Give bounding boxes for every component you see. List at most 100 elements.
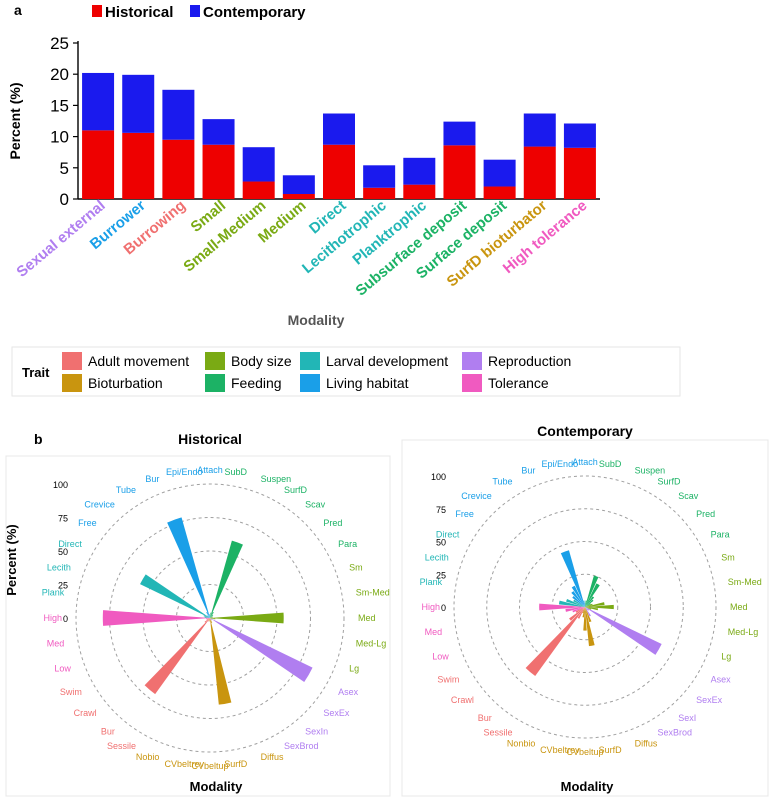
- polar-category-label: Direct: [58, 539, 82, 549]
- bar-contemporary: [443, 122, 475, 146]
- y-tick-label: 20: [50, 65, 69, 84]
- polar-category-label: Bur: [478, 713, 492, 723]
- polar-category-label: Bur: [521, 466, 535, 476]
- bar-chart-xlabel: Modality: [288, 312, 345, 328]
- bar-contemporary: [403, 158, 435, 185]
- bar-chart-category-labels: Sexual externalBurrowerBurrowingSmallSma…: [13, 197, 590, 300]
- trait-legend-label: Adult movement: [88, 353, 189, 369]
- legend-label-historical: Historical: [105, 4, 173, 21]
- trait-swatch: [300, 352, 320, 370]
- polar-category-label: Sm: [349, 562, 363, 572]
- polar-category-label: Med: [425, 627, 443, 637]
- polar-category-label: Suspen: [635, 466, 666, 476]
- bar-historical: [363, 188, 395, 199]
- bar-contemporary: [484, 160, 516, 187]
- polar-category-label: Crawl: [451, 695, 474, 705]
- polar-title: Contemporary: [537, 423, 633, 439]
- polar-category-label: Swim: [60, 687, 82, 697]
- polar-category-label: Plank: [42, 587, 65, 597]
- polar-category-label: Swim: [437, 675, 459, 685]
- polar-ylabel: Percent (%): [4, 524, 19, 596]
- trait-swatch: [205, 374, 225, 392]
- polar-category-label: Plank: [420, 577, 443, 587]
- trait-swatch: [62, 374, 82, 392]
- radial-tick-label: 75: [436, 505, 446, 515]
- polar-bar: [585, 607, 595, 646]
- polar-category-label: Med-Lg: [728, 627, 759, 637]
- polar-category-label: Pred: [323, 518, 342, 528]
- polar-category-label: Direct: [436, 530, 460, 540]
- polar-category-label: Epi/Endo: [542, 459, 579, 469]
- y-tick-label: 0: [60, 190, 69, 209]
- bar-historical: [162, 140, 194, 199]
- bar-historical: [323, 145, 355, 199]
- polar-category-label: SurfD: [284, 485, 308, 495]
- series-legend: Historical Contemporary: [92, 4, 306, 21]
- y-axis-label: Percent (%): [7, 82, 23, 159]
- polar-category-label: Med: [47, 639, 65, 649]
- polar-bar: [210, 541, 243, 618]
- polar-bar: [210, 618, 231, 705]
- radial-tick-label: 75: [58, 514, 68, 524]
- bar-historical: [403, 185, 435, 199]
- polar-category-label: Bur: [145, 474, 159, 484]
- polar-category-label: Bur: [101, 726, 115, 736]
- polar-category-label: Lg: [721, 652, 731, 662]
- radial-tick-label: 0: [63, 614, 68, 624]
- bar-contemporary: [524, 114, 556, 147]
- polar-category-label: Asex: [338, 687, 359, 697]
- polar-category-label: Med-Lg: [356, 639, 387, 649]
- bar-historical: [564, 148, 596, 199]
- polar-category-label: High: [43, 613, 62, 623]
- polar-category-label: Med: [730, 602, 748, 612]
- contemporary-xlabel: Modality: [561, 779, 614, 794]
- polar-bar: [585, 575, 598, 607]
- polar-category-label: Pred: [696, 509, 715, 519]
- polar-category-label: Tube: [492, 476, 512, 486]
- panel-a-label: a: [14, 2, 22, 18]
- polar-category-label: Tube: [116, 485, 136, 495]
- polar-category-label: Crevice: [84, 500, 115, 510]
- bar-chart-bars: [82, 73, 596, 199]
- trait-swatch: [62, 352, 82, 370]
- polar-category-label: Suspen: [261, 474, 292, 484]
- polar-bar: [210, 618, 313, 682]
- legend-swatch-contemporary: [190, 5, 200, 17]
- polar-category-label: Sessile: [107, 741, 136, 751]
- trait-legend-label: Bioturbation: [88, 375, 163, 391]
- trait-legend-label: Living habitat: [326, 375, 409, 391]
- bar-contemporary: [283, 175, 315, 194]
- polar-category-label: Para: [338, 539, 357, 549]
- bar-historical: [484, 187, 516, 199]
- legend-label-contemporary: Contemporary: [203, 4, 306, 21]
- polar-bar: [167, 517, 210, 618]
- trait-legend-title: Trait: [22, 365, 50, 380]
- historical-panel-frame: [6, 456, 390, 796]
- radial-tick-label: 100: [53, 480, 68, 490]
- polar-category-label: SexEx: [696, 695, 723, 705]
- polar-category-label: SubD: [224, 467, 247, 477]
- bar-historical: [122, 133, 154, 199]
- trait-swatch: [300, 374, 320, 392]
- polar-category-label: SurfD: [658, 476, 682, 486]
- polar-category-label: Nonbio: [507, 738, 536, 748]
- bar-contemporary: [363, 165, 395, 187]
- polar-category-label: Lecith: [47, 562, 71, 572]
- bar-contemporary: [203, 119, 235, 145]
- bar-contemporary: [323, 114, 355, 145]
- bar-contemporary: [122, 75, 154, 133]
- trait-legend-label: Tolerance: [488, 375, 549, 391]
- polar-category-label: Asex: [711, 675, 732, 685]
- polar-bar: [561, 550, 585, 607]
- polar-category-label: Diffus: [635, 738, 658, 748]
- polar-bar: [210, 613, 284, 624]
- polar-category-label: Sm: [721, 552, 735, 562]
- radial-tick-label: 0: [441, 603, 446, 613]
- polar-category-label: Nobio: [136, 752, 160, 762]
- y-tick-label: 5: [60, 159, 69, 178]
- bar-contemporary: [564, 123, 596, 147]
- polar-category-label: Diffus: [261, 752, 284, 762]
- panel-b-label: b: [34, 431, 43, 447]
- polar-category-label: Epi/Endo: [166, 467, 203, 477]
